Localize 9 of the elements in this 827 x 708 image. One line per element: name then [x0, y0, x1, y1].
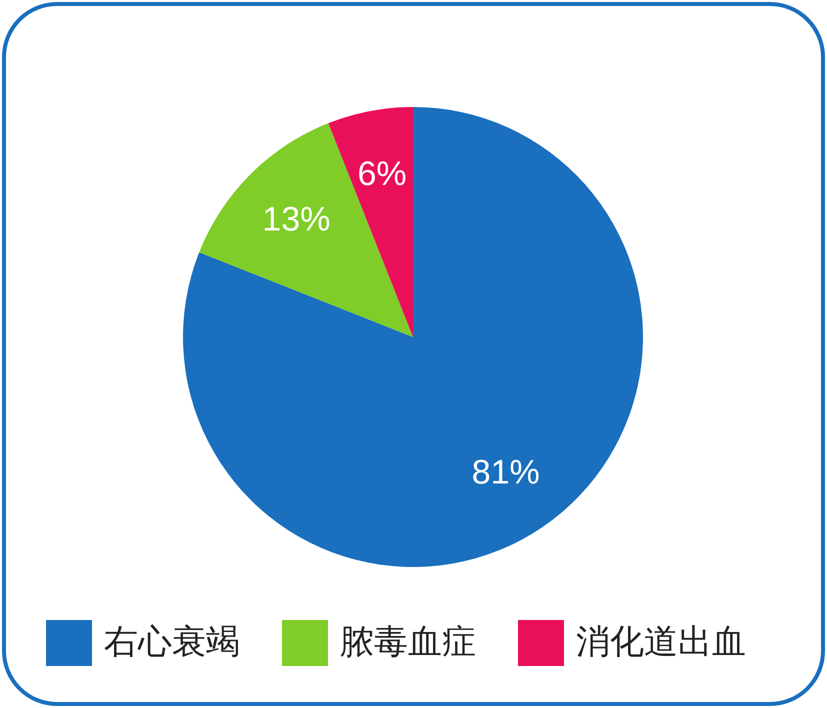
- legend-label: 消化道出血: [576, 622, 746, 662]
- pie-slice: [199, 123, 413, 337]
- data-label: 13%: [262, 200, 330, 238]
- data-label: 6%: [358, 154, 407, 193]
- legend-label: 右心衰竭: [104, 622, 240, 662]
- pie-slice: [183, 107, 643, 567]
- pie-slice: [328, 107, 413, 337]
- data-label: 81%: [472, 453, 540, 492]
- legend-label: 脓毒血症: [340, 622, 476, 662]
